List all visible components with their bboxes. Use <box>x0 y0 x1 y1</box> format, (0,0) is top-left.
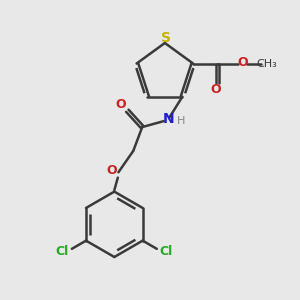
Text: S: S <box>161 31 171 45</box>
Text: CH₃: CH₃ <box>257 58 278 68</box>
Text: O: O <box>238 56 248 69</box>
Text: O: O <box>106 164 117 177</box>
Text: H: H <box>177 116 186 125</box>
Text: Cl: Cl <box>56 245 69 258</box>
Text: N: N <box>163 112 174 126</box>
Text: O: O <box>116 98 126 111</box>
Text: Cl: Cl <box>160 245 173 258</box>
Text: O: O <box>211 83 221 96</box>
